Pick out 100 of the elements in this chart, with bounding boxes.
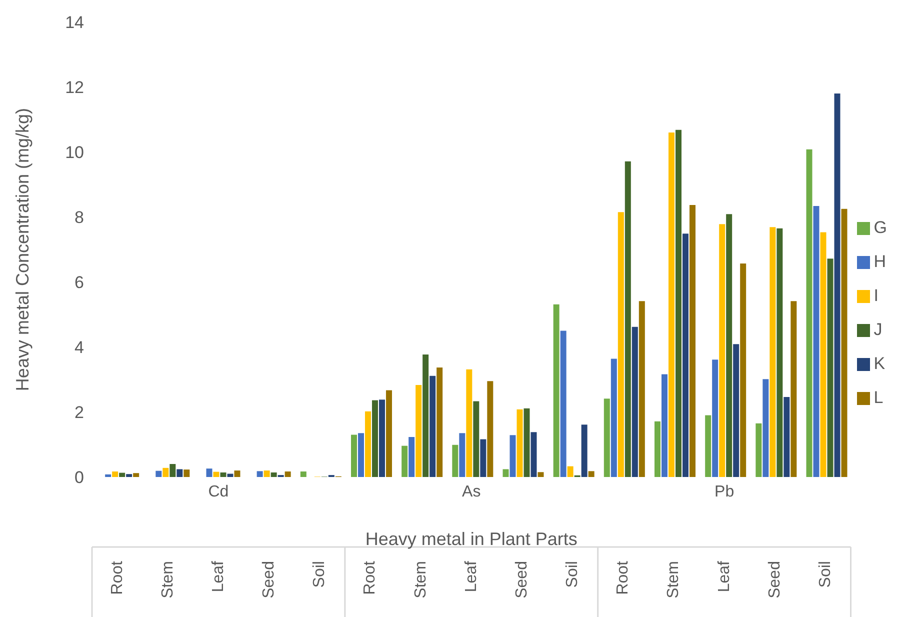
bar — [126, 474, 132, 477]
bar — [264, 470, 270, 477]
bar — [618, 212, 624, 477]
y-tick-label: 2 — [74, 403, 84, 422]
x-tick-label: Leaf — [716, 560, 733, 592]
bar — [776, 228, 783, 477]
bar — [105, 474, 112, 477]
bar — [841, 208, 848, 477]
bar — [378, 400, 385, 477]
bar — [402, 446, 408, 477]
bar — [270, 472, 277, 477]
bar — [284, 471, 291, 477]
bar — [567, 466, 574, 477]
bar — [632, 326, 638, 477]
bar — [813, 206, 820, 477]
x-tick-label: Soil — [311, 561, 328, 588]
bar — [227, 474, 234, 477]
y-tick-label: 4 — [74, 338, 84, 358]
y-tick-label: 8 — [74, 208, 84, 228]
bar — [422, 354, 429, 477]
x-tick-label: Root — [108, 560, 126, 595]
bar — [184, 470, 190, 477]
legend-label: I — [874, 286, 878, 304]
y-tick-label: 0 — [74, 468, 84, 488]
x-tick-label: Seed — [260, 561, 278, 598]
bar — [220, 472, 226, 477]
bar — [834, 94, 840, 477]
bar — [430, 376, 436, 477]
bar — [206, 468, 212, 477]
bar — [524, 408, 530, 477]
bar — [350, 434, 357, 477]
bar — [516, 409, 523, 477]
bar — [719, 224, 726, 477]
bar — [452, 444, 458, 477]
bar — [466, 369, 472, 477]
x-tick-label: Seed — [513, 561, 530, 598]
x-axis-title: Heavy metal in Plant Parts — [365, 529, 578, 549]
bar — [610, 358, 617, 477]
y-tick-label: 12 — [65, 78, 84, 98]
bar — [726, 214, 732, 477]
bar — [176, 469, 183, 477]
x-tick-label: Soil — [816, 561, 834, 588]
bar — [408, 437, 415, 477]
bar — [820, 232, 826, 477]
bar — [502, 469, 509, 477]
legend-label: K — [874, 354, 886, 372]
bar — [256, 471, 263, 477]
bar — [654, 421, 660, 477]
legend-label: H — [874, 252, 886, 270]
bar — [364, 411, 371, 477]
x-tick-label: Leaf — [462, 560, 480, 592]
bar — [733, 344, 740, 477]
text: As — [462, 483, 481, 500]
bar — [712, 360, 718, 477]
bar — [638, 301, 645, 477]
bar — [770, 227, 776, 477]
bar — [510, 435, 516, 477]
bar — [119, 472, 126, 477]
bar — [480, 439, 486, 477]
bar — [588, 471, 594, 477]
bar — [676, 130, 682, 477]
text: Cd — [208, 483, 229, 500]
bar — [756, 423, 762, 477]
bar — [827, 258, 834, 477]
bar — [372, 400, 378, 477]
bar — [530, 432, 537, 477]
bar — [604, 398, 610, 477]
bar — [705, 415, 712, 477]
legend-label: J — [874, 320, 882, 338]
x-tick-label: Stem — [412, 561, 430, 598]
legend-label: G — [874, 218, 887, 236]
bar — [487, 381, 494, 477]
bar — [473, 401, 480, 477]
bar — [668, 132, 674, 477]
x-tick-label: Root — [614, 560, 632, 595]
x-tick-label: Root — [362, 560, 379, 595]
legend-label: L — [874, 388, 884, 406]
bar — [416, 385, 422, 477]
x-tick-label: Stem — [665, 561, 682, 598]
bar — [133, 473, 140, 477]
bar — [234, 470, 240, 477]
bar — [162, 468, 169, 477]
bar — [300, 471, 306, 477]
bar — [581, 424, 588, 477]
bar — [790, 301, 797, 477]
y-tick-label: 6 — [74, 273, 84, 292]
y-tick-label: 10 — [65, 143, 84, 162]
bar — [213, 472, 220, 477]
bar — [682, 234, 688, 477]
bar — [762, 379, 769, 477]
bar — [538, 472, 544, 477]
y-axis-title: Heavy metal Concentration (mg/kg) — [12, 108, 32, 392]
bar — [690, 204, 696, 477]
bar — [156, 470, 162, 477]
bar — [560, 330, 566, 477]
bar — [553, 304, 560, 477]
x-tick-label: Stem — [159, 561, 176, 598]
text: Pb — [714, 483, 734, 500]
bar — [740, 263, 746, 477]
bar — [112, 471, 118, 477]
